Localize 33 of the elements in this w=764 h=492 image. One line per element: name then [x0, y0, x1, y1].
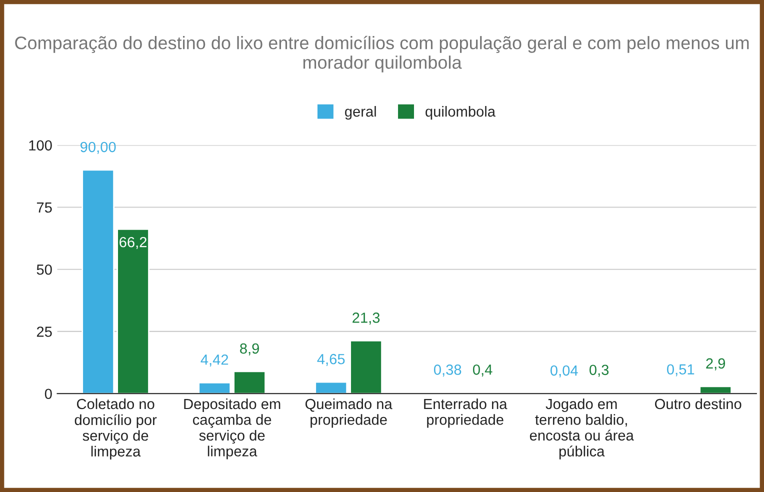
x-tick-label: Jogado em terreno baldio, encosta ou área pública — [530, 398, 634, 460]
data-label: 0,51 — [667, 364, 694, 376]
bar — [233, 370, 266, 394]
y-tick-label: 100 — [29, 140, 52, 151]
data-label: 90,00 — [80, 142, 116, 154]
x-tick-label: Enterrado na propriedade — [424, 398, 508, 428]
legend-label: geral — [345, 106, 376, 120]
chart-title: Comparação do destino do lixo entre domicílios com população geral e com pelo menos um morador quilombola — [15, 36, 749, 72]
x-tick-label: Queimado na propriedade — [305, 398, 392, 428]
data-label: 4,65 — [317, 354, 345, 366]
data-label: 0,4 — [472, 364, 492, 377]
data-label: 2,9 — [706, 358, 726, 370]
legend-label: quilombola — [426, 106, 496, 120]
data-label: 21,3 — [352, 312, 380, 325]
data-label: 0,3 — [590, 364, 609, 377]
bar — [198, 382, 232, 394]
data-label: 66,2 — [120, 236, 146, 250]
data-label: 4,42 — [200, 354, 228, 367]
y-tick-label: 25 — [36, 326, 52, 337]
bar — [116, 228, 150, 394]
y-tick-label: 75 — [36, 202, 52, 213]
bar — [82, 169, 114, 394]
y-tick-label: 0 — [44, 388, 52, 400]
bar — [350, 340, 382, 394]
data-label: 0,38 — [434, 364, 462, 377]
x-tick-label: Depositado em caçamba de serviço de limpeza — [184, 398, 280, 460]
data-label: 0,04 — [550, 365, 578, 378]
data-label: 8,9 — [240, 343, 259, 356]
bar — [699, 386, 732, 394]
x-tick-label: Coletado no domicílio por serviço de limpeza — [74, 398, 157, 460]
x-tick-label: Outro destino — [655, 398, 742, 410]
bar — [314, 381, 348, 394]
y-tick-label: 50 — [36, 264, 52, 275]
